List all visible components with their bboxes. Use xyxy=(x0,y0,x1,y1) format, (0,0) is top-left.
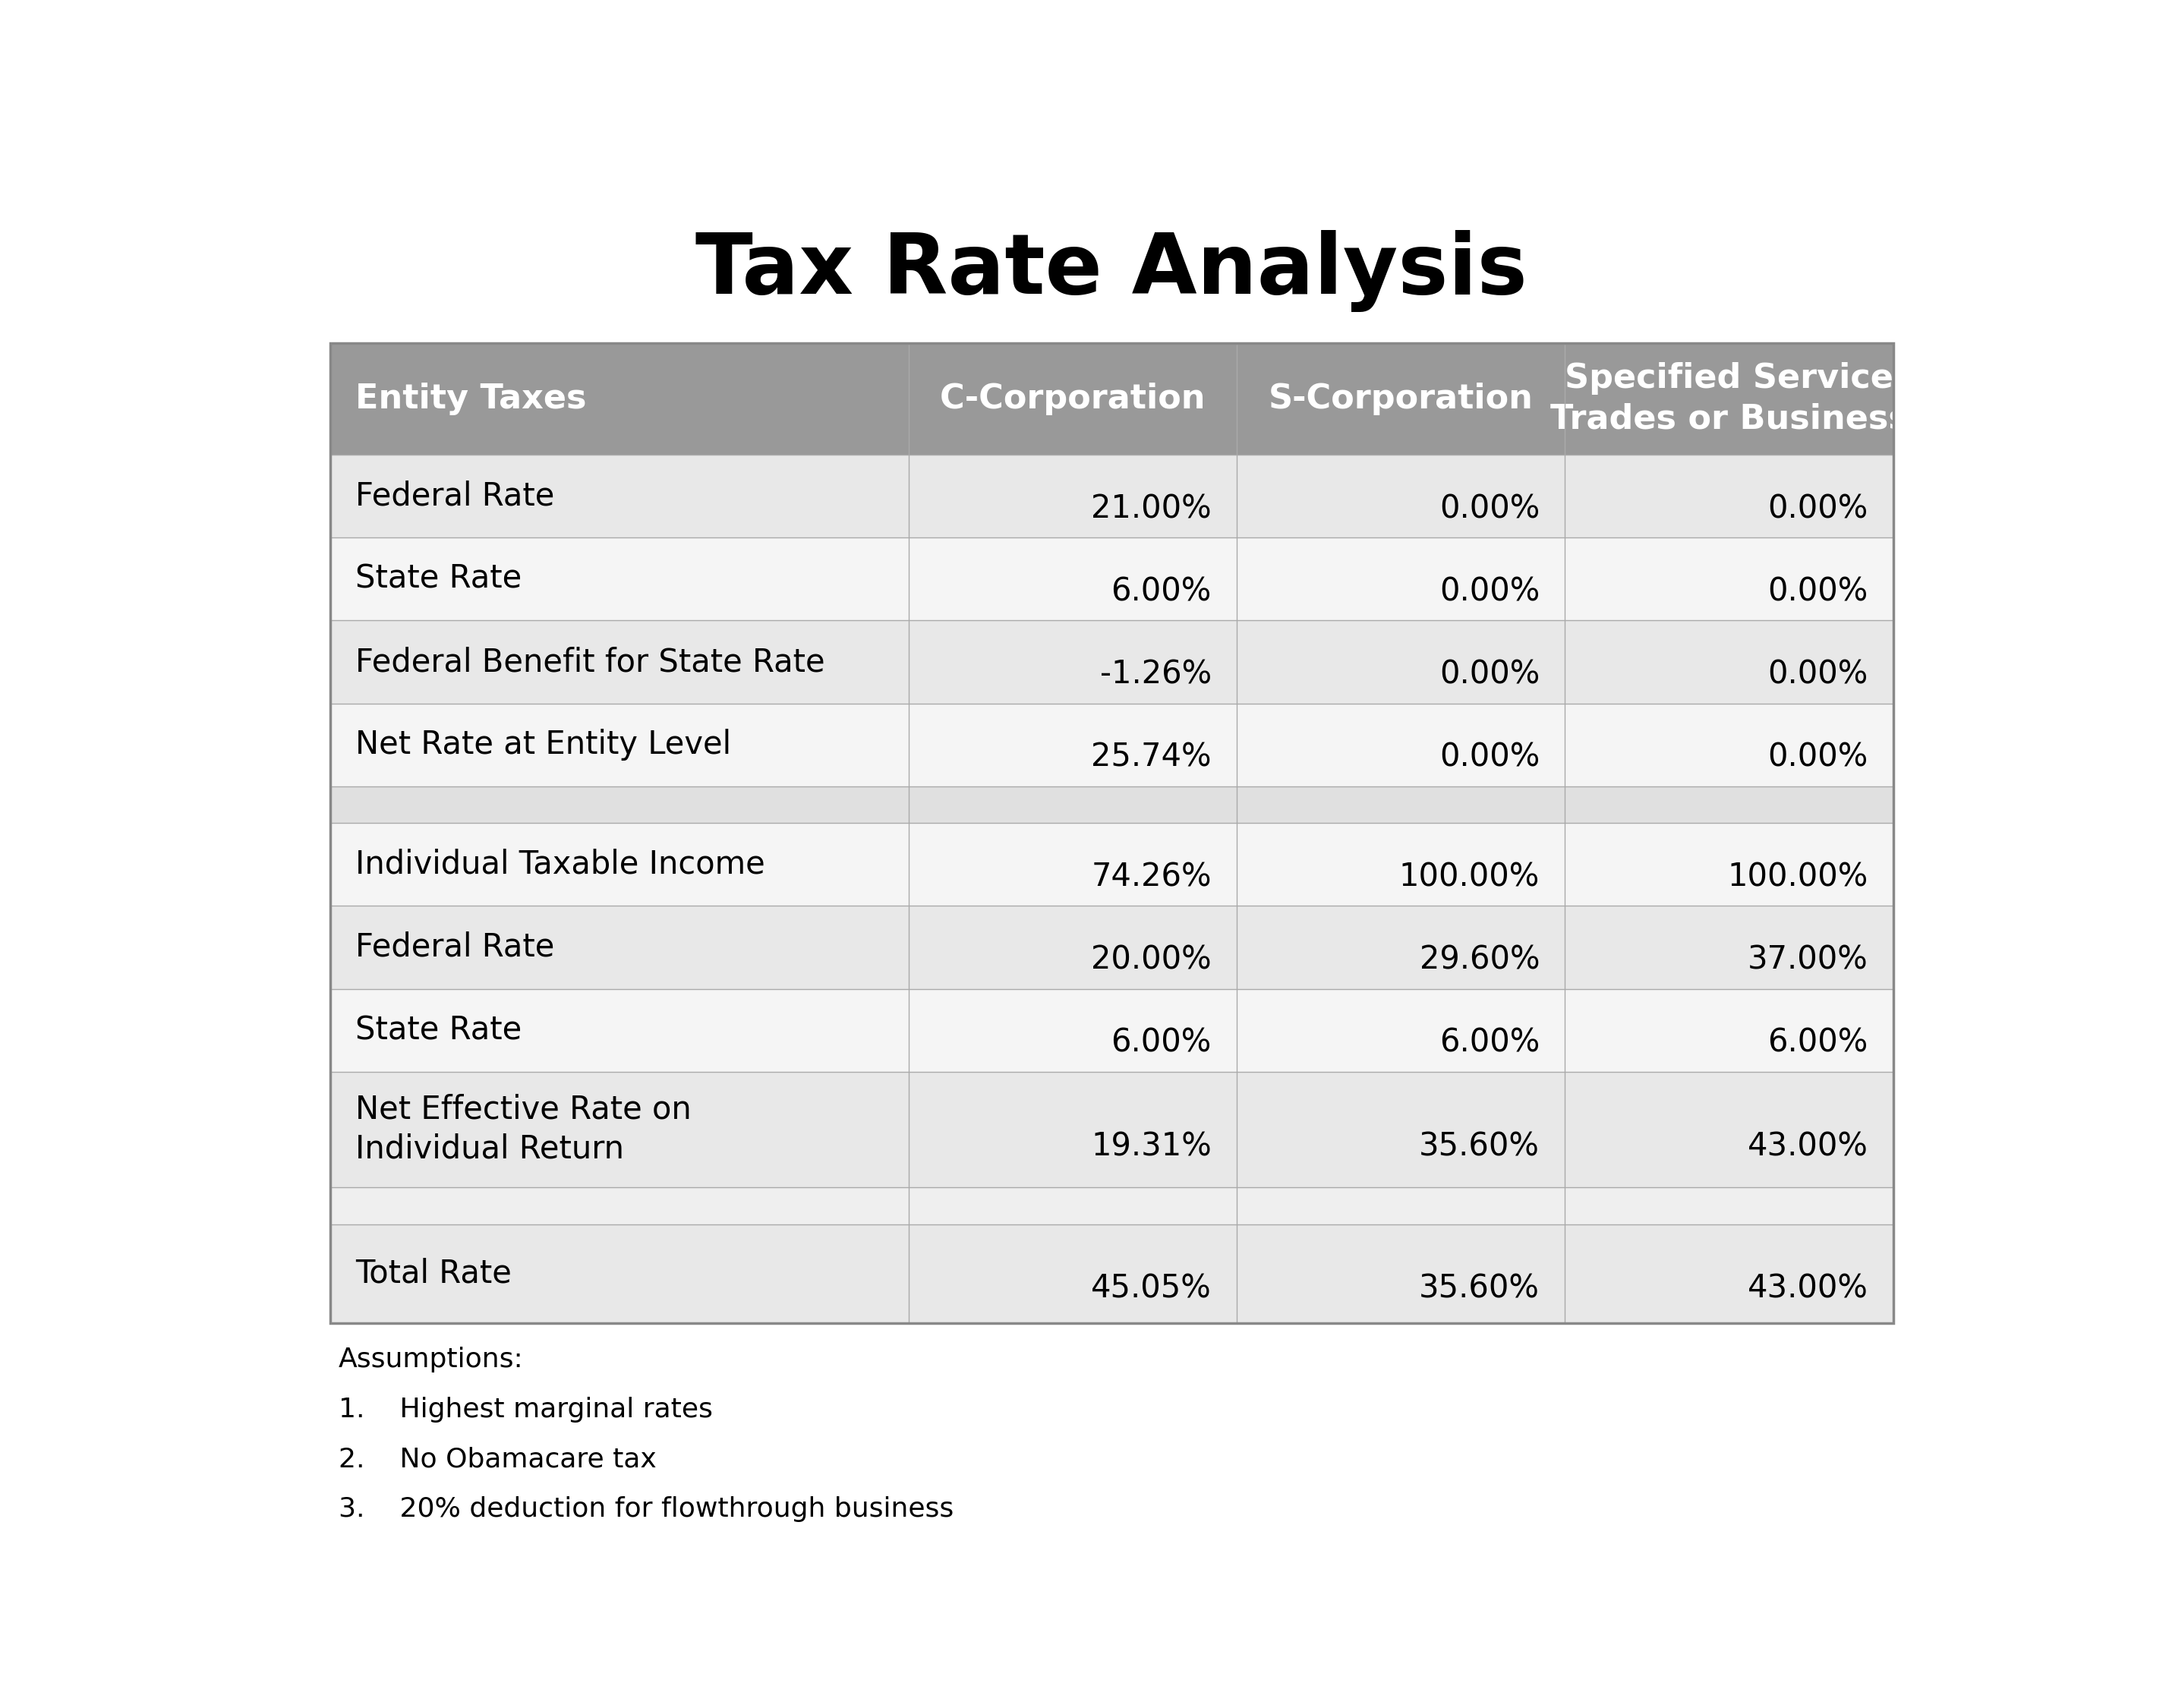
Text: 0.00%: 0.00% xyxy=(1768,659,1868,690)
Text: Federal Rate: Federal Rate xyxy=(356,931,555,963)
Bar xyxy=(1236,1187,1566,1225)
Text: Total Rate: Total Rate xyxy=(356,1257,512,1290)
Bar xyxy=(909,905,1236,989)
Bar xyxy=(909,989,1236,1071)
Bar xyxy=(1566,1071,1894,1187)
Text: Federal Rate: Federal Rate xyxy=(356,480,555,512)
Text: 6.00%: 6.00% xyxy=(1440,1027,1540,1059)
Text: 0.00%: 0.00% xyxy=(1440,492,1540,524)
Bar xyxy=(1566,823,1894,905)
Text: 74.26%: 74.26% xyxy=(1091,861,1212,893)
Bar xyxy=(330,989,909,1071)
Bar xyxy=(1566,989,1894,1071)
Bar xyxy=(1236,1071,1566,1187)
Text: 21.00%: 21.00% xyxy=(1091,492,1212,524)
Text: 100.00%: 100.00% xyxy=(1399,861,1540,893)
Text: Entity Taxes: Entity Taxes xyxy=(356,383,586,415)
Text: 100.00%: 100.00% xyxy=(1727,861,1868,893)
Bar xyxy=(330,704,909,786)
Text: C-Corporation: C-Corporation xyxy=(939,383,1206,415)
Bar xyxy=(330,343,1894,1322)
Bar xyxy=(1236,905,1566,989)
Bar xyxy=(909,1187,1236,1225)
Bar xyxy=(1236,1225,1566,1322)
Text: 0.00%: 0.00% xyxy=(1768,741,1868,774)
Text: Tax Rate Analysis: Tax Rate Analysis xyxy=(696,229,1527,311)
Bar xyxy=(1566,704,1894,786)
Bar xyxy=(330,905,909,989)
Text: S-Corporation: S-Corporation xyxy=(1269,383,1533,415)
Bar xyxy=(909,343,1236,454)
Text: Federal Benefit for State Rate: Federal Benefit for State Rate xyxy=(356,646,824,678)
Bar xyxy=(1236,704,1566,786)
Text: 29.60%: 29.60% xyxy=(1419,945,1540,975)
Bar xyxy=(1566,1187,1894,1225)
Bar xyxy=(1236,343,1566,454)
Text: Net Rate at Entity Level: Net Rate at Entity Level xyxy=(356,729,731,760)
Text: 6.00%: 6.00% xyxy=(1768,1027,1868,1059)
Bar xyxy=(909,823,1236,905)
Text: -1.26%: -1.26% xyxy=(1100,659,1212,690)
Bar xyxy=(909,704,1236,786)
Bar xyxy=(1566,786,1894,823)
Bar xyxy=(330,1187,909,1225)
Text: State Rate: State Rate xyxy=(356,564,521,594)
Text: 43.00%: 43.00% xyxy=(1748,1131,1868,1163)
Text: 25.74%: 25.74% xyxy=(1091,741,1212,774)
Bar xyxy=(1236,538,1566,620)
Bar xyxy=(1566,1225,1894,1322)
Text: Net Effective Rate on
Individual Return: Net Effective Rate on Individual Return xyxy=(356,1093,692,1165)
Bar xyxy=(909,1071,1236,1187)
Text: 0.00%: 0.00% xyxy=(1768,576,1868,608)
Bar xyxy=(1236,454,1566,538)
Text: Individual Taxable Income: Individual Taxable Income xyxy=(356,849,766,880)
Bar xyxy=(330,1071,909,1187)
Bar xyxy=(330,620,909,704)
Text: 3.    20% deduction for flowthrough business: 3. 20% deduction for flowthrough busines… xyxy=(338,1496,954,1522)
Bar xyxy=(909,1225,1236,1322)
Bar xyxy=(330,343,909,454)
Bar xyxy=(1566,538,1894,620)
Bar xyxy=(909,454,1236,538)
Text: 43.00%: 43.00% xyxy=(1748,1272,1868,1305)
Bar xyxy=(330,823,909,905)
Text: 37.00%: 37.00% xyxy=(1748,945,1868,975)
Bar xyxy=(330,538,909,620)
Bar xyxy=(1236,620,1566,704)
Text: 19.31%: 19.31% xyxy=(1091,1131,1212,1163)
Bar xyxy=(1566,620,1894,704)
Bar xyxy=(1566,905,1894,989)
Text: 2.    No Obamacare tax: 2. No Obamacare tax xyxy=(338,1447,657,1472)
Text: 6.00%: 6.00% xyxy=(1111,1027,1212,1059)
Bar xyxy=(1236,823,1566,905)
Bar xyxy=(909,538,1236,620)
Bar xyxy=(330,454,909,538)
Text: 6.00%: 6.00% xyxy=(1111,576,1212,608)
Text: 45.05%: 45.05% xyxy=(1091,1272,1212,1305)
Bar xyxy=(1236,786,1566,823)
Text: 0.00%: 0.00% xyxy=(1440,741,1540,774)
Text: 20.00%: 20.00% xyxy=(1091,945,1212,975)
Text: Assumptions:: Assumptions: xyxy=(338,1346,523,1372)
Bar xyxy=(330,1225,909,1322)
Text: 1.    Highest marginal rates: 1. Highest marginal rates xyxy=(338,1397,714,1423)
Text: State Rate: State Rate xyxy=(356,1015,521,1047)
Text: 0.00%: 0.00% xyxy=(1440,659,1540,690)
Bar xyxy=(909,786,1236,823)
Text: 35.60%: 35.60% xyxy=(1419,1131,1540,1163)
Bar xyxy=(1566,343,1894,454)
Text: Specified Service
Trades or Business: Specified Service Trades or Business xyxy=(1551,362,1909,436)
Text: 0.00%: 0.00% xyxy=(1768,492,1868,524)
Text: 35.60%: 35.60% xyxy=(1419,1272,1540,1305)
Bar xyxy=(330,786,909,823)
Bar xyxy=(1236,989,1566,1071)
Bar xyxy=(909,620,1236,704)
Bar xyxy=(1566,454,1894,538)
Text: 0.00%: 0.00% xyxy=(1440,576,1540,608)
